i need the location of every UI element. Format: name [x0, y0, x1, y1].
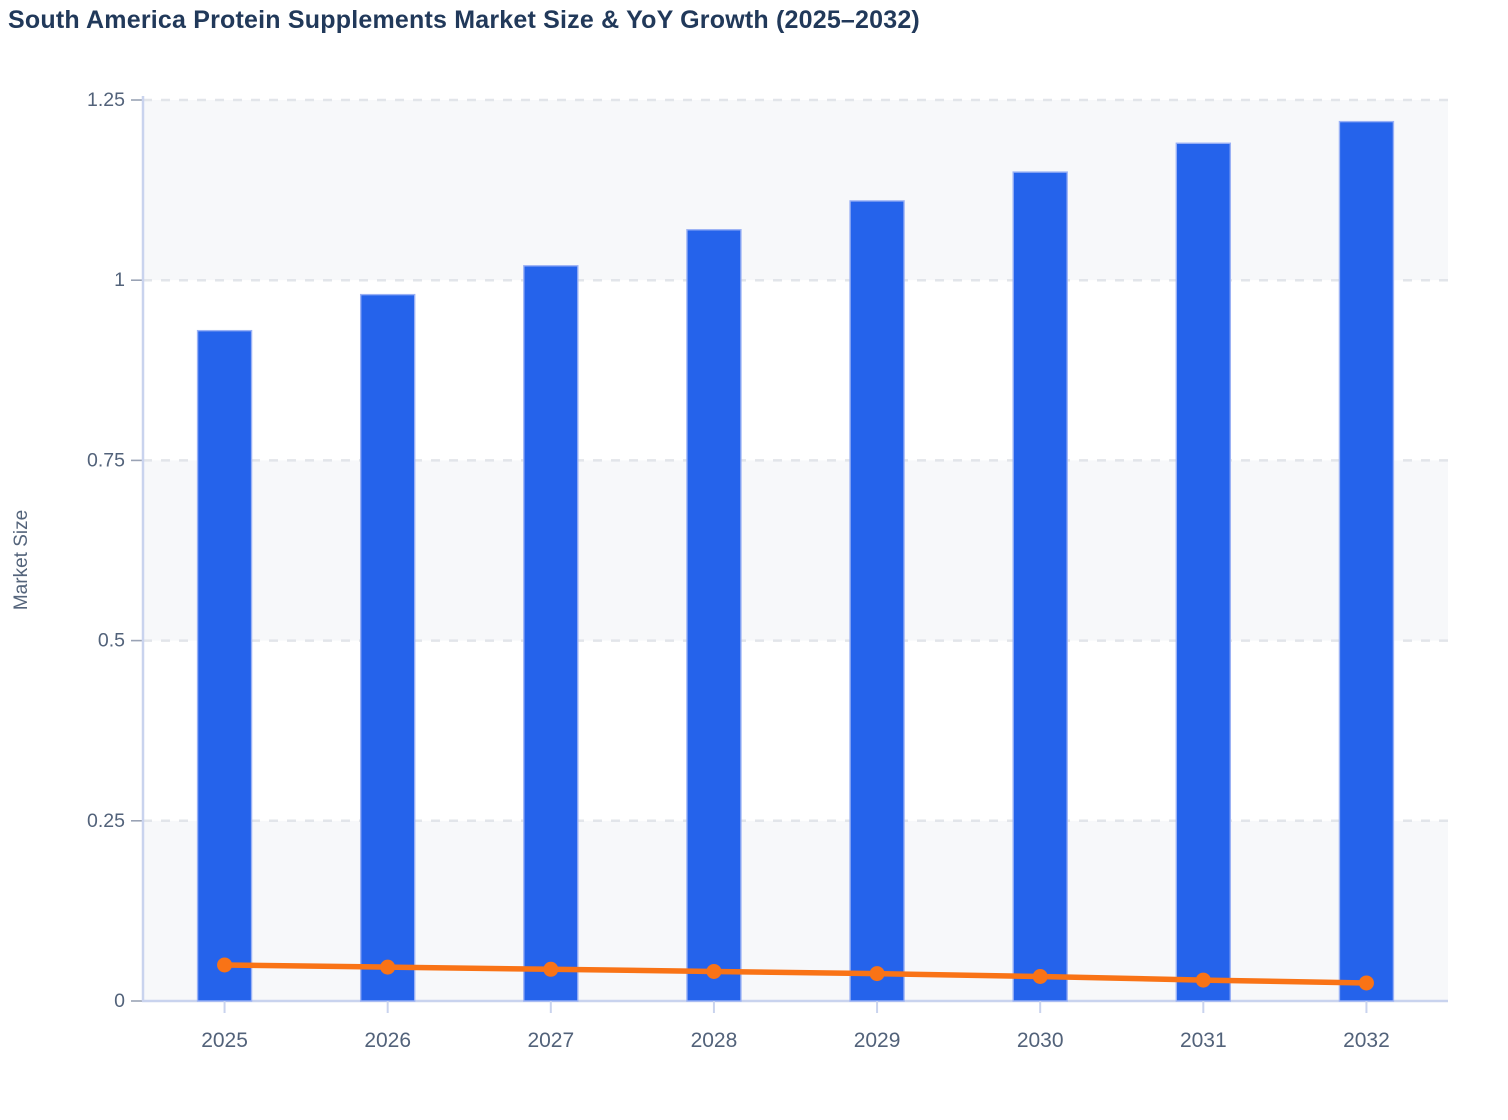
bar-2032	[1338, 120, 1395, 1002]
x-tick-label: 2030	[1017, 1029, 1064, 1052]
growth-point-2026	[380, 959, 396, 975]
x-tick-label: 2026	[364, 1029, 411, 1052]
growth-point-2032	[1358, 975, 1374, 991]
y-tick-label: 0.25	[87, 810, 125, 832]
plot-band	[143, 460, 1448, 641]
bar-2028	[686, 229, 742, 1002]
x-tick-label: 2025	[201, 1029, 248, 1052]
growth-point-2025	[217, 957, 233, 973]
y-tick-label: 1.25	[87, 89, 125, 111]
bar-2029	[849, 200, 905, 1002]
growth-line	[221, 962, 1370, 986]
y-tick-label: 0	[114, 990, 125, 1012]
bar-2027	[523, 265, 579, 1002]
growth-point-2028	[706, 963, 722, 979]
y-tick-label: 0.5	[98, 630, 125, 652]
plot-band	[143, 100, 1448, 281]
bar-2026	[359, 293, 416, 1002]
growth-point-2029	[869, 966, 885, 982]
bar-2031	[1175, 142, 1232, 1002]
bar-2030	[1012, 171, 1068, 1002]
y-tick-label: 0.75	[87, 449, 125, 471]
x-tick-label: 2029	[854, 1029, 901, 1052]
y-tick-label: 1	[114, 269, 125, 291]
growth-point-2030	[1032, 968, 1048, 984]
x-tick-label: 2032	[1343, 1029, 1390, 1052]
x-tick-label: 2028	[691, 1029, 738, 1052]
bar-2025	[196, 329, 253, 1002]
growth-point-2027	[543, 961, 559, 977]
chart-title: South America Protein Supplements Market…	[8, 6, 920, 34]
x-tick-label: 2031	[1180, 1029, 1227, 1052]
x-tick-label: 2027	[527, 1029, 574, 1052]
growth-point-2031	[1195, 972, 1211, 988]
